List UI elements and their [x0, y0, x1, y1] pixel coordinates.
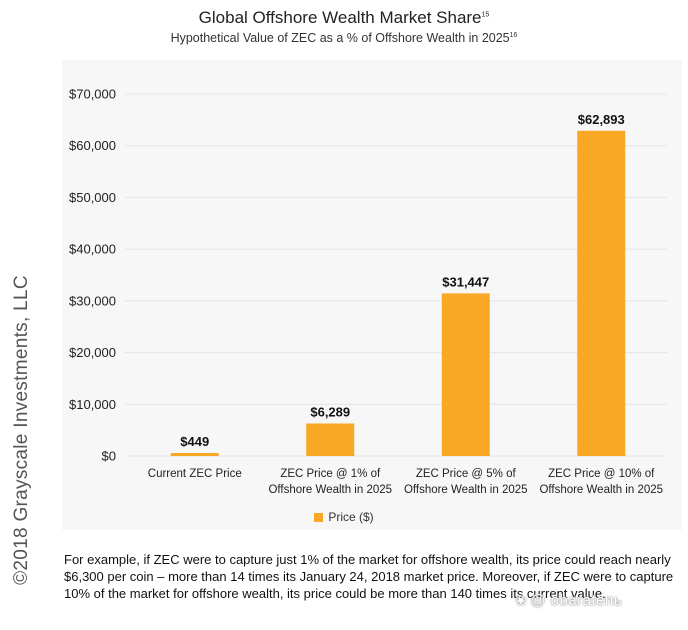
y-tick-label: $70,000: [69, 87, 116, 102]
y-tick-label: $40,000: [69, 242, 116, 257]
y-tick-label: $20,000: [69, 345, 116, 360]
legend-label: Price ($): [328, 510, 374, 524]
x-tick-label: Offshore Wealth in 2025: [268, 484, 392, 496]
data-label: $449: [180, 434, 209, 449]
x-tick-label: Offshore Wealth in 2025: [404, 484, 528, 496]
bar: [577, 130, 626, 456]
chart-title: Global Offshore Wealth Market Share15: [198, 8, 490, 27]
x-tick-label: Offshore Wealth in 2025: [539, 484, 663, 496]
y-tick-label: $60,000: [69, 138, 116, 153]
subtitle-footnote: 16: [509, 31, 518, 39]
bar: [170, 453, 219, 456]
x-tick-label: ZEC Price @ 5% of: [416, 468, 517, 480]
footer-paragraph: For example, if ZEC were to capture just…: [64, 552, 674, 601]
y-tick-label: $30,000: [69, 293, 116, 308]
data-label: $6,289: [310, 404, 350, 419]
x-tick-label: Current ZEC Price: [148, 468, 242, 480]
bar: [306, 423, 355, 456]
paw-icon: ❀: [515, 592, 528, 608]
bar: [441, 293, 490, 456]
watermark: ❀ @ obaratenь: [515, 592, 623, 609]
chart-subtitle: Hypothetical Value of ZEC as a % of Offs…: [170, 31, 518, 45]
y-tick-label: $10,000: [69, 397, 116, 412]
data-label: $31,447: [442, 274, 489, 289]
legend-swatch: [314, 513, 324, 522]
chart-legend: Price ($): [0, 510, 688, 524]
x-tick-label: ZEC Price @ 1% of: [280, 468, 381, 480]
title-footnote: 15: [481, 11, 490, 19]
x-tick-label: ZEC Price @ 10% of: [548, 468, 655, 480]
y-tick-label: $0: [102, 449, 116, 464]
data-label: $62,893: [578, 112, 625, 127]
y-tick-label: $50,000: [69, 190, 116, 205]
